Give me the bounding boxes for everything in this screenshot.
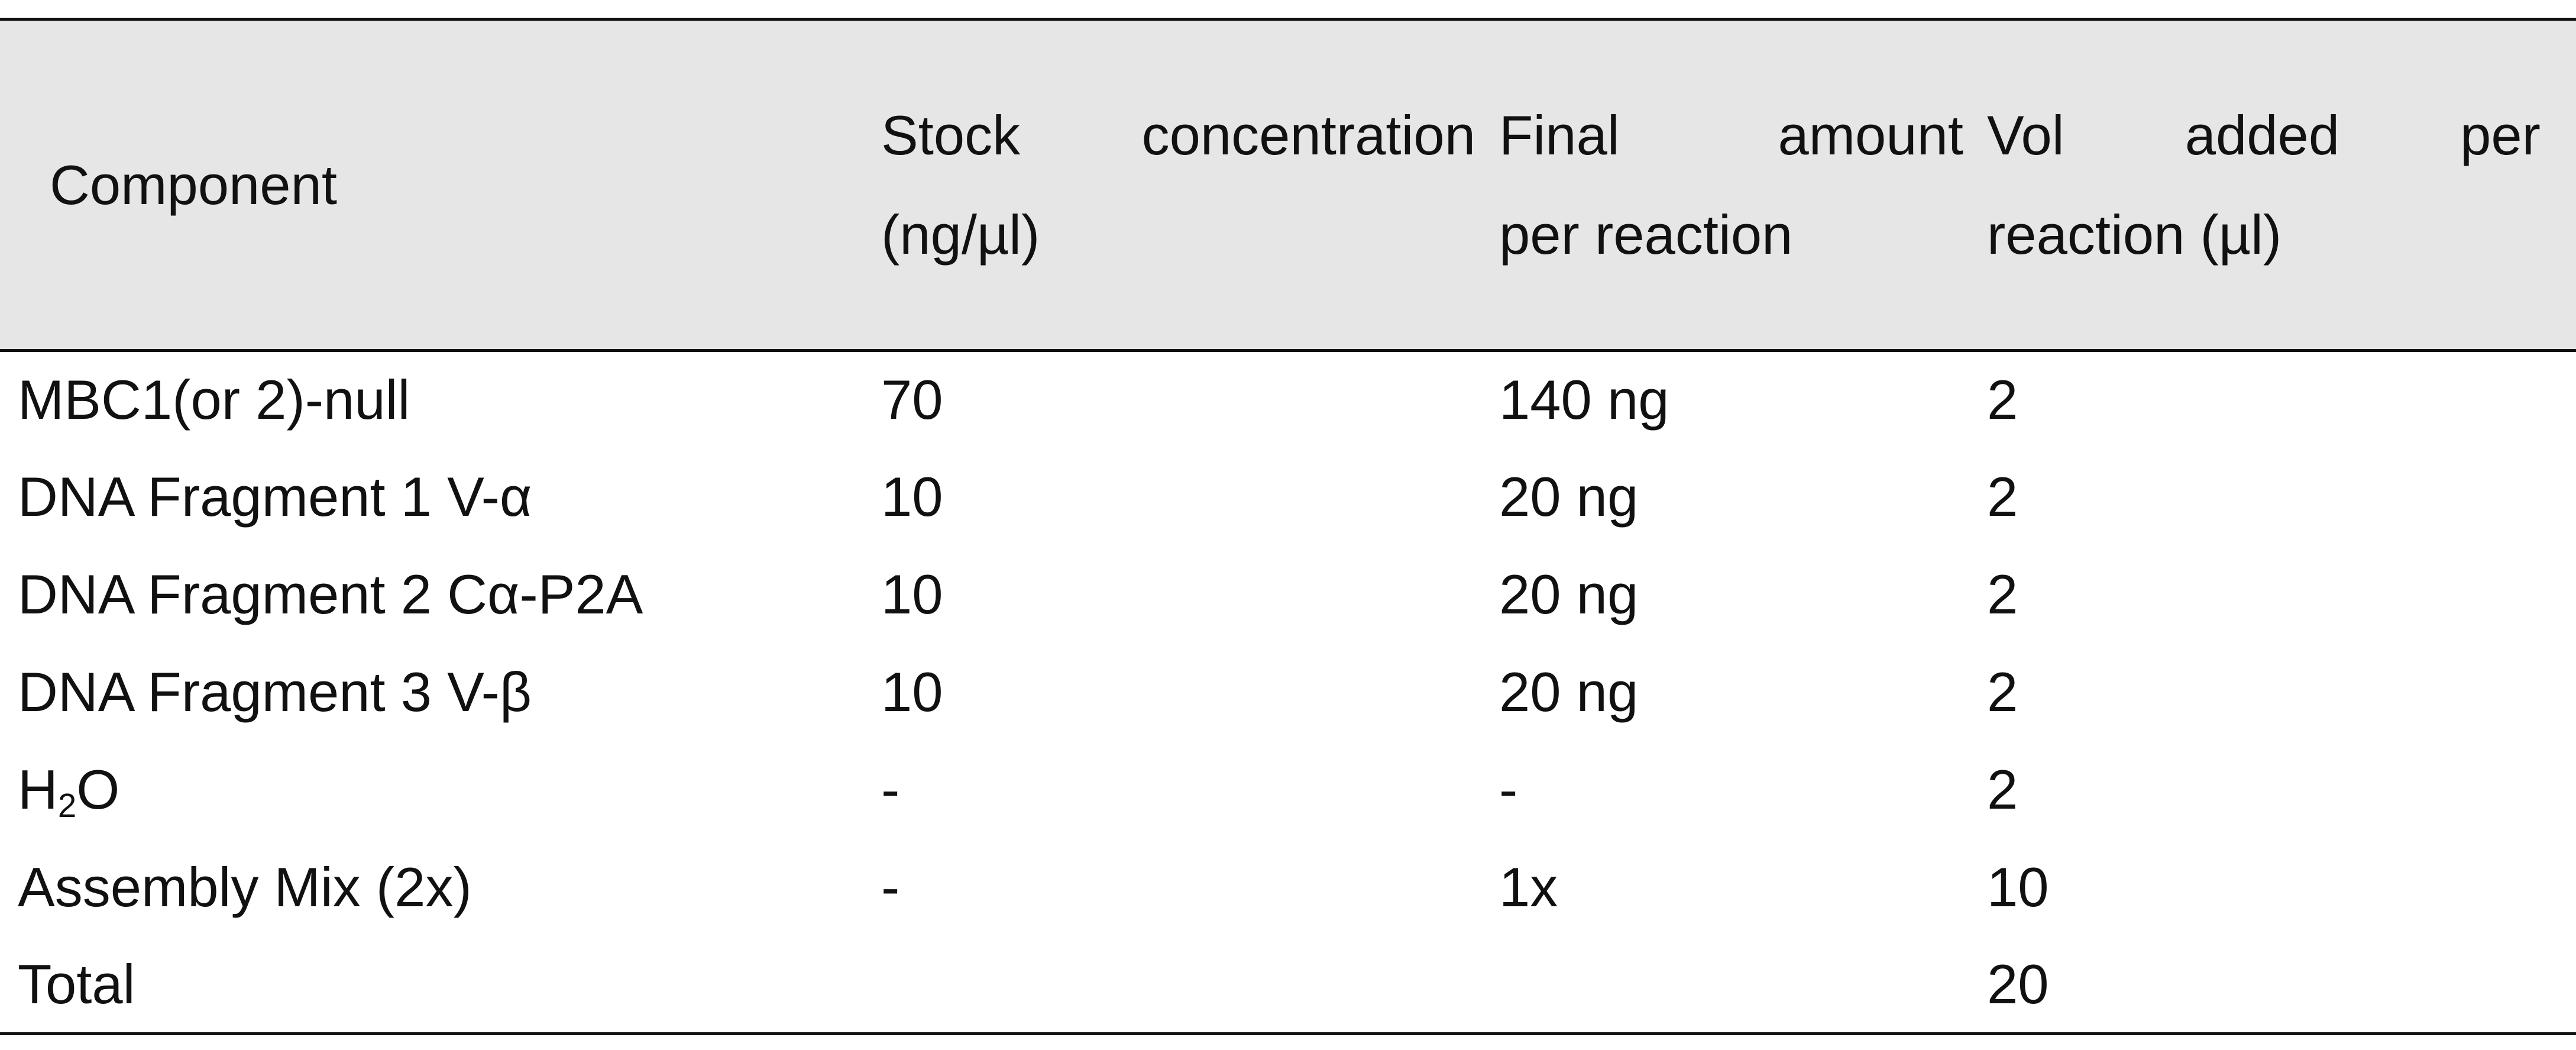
cell-final: -	[1499, 758, 1518, 820]
cell-vol: 2	[1987, 661, 2018, 723]
cell-final: 20 ng	[1499, 563, 1639, 625]
header-vol-word: per	[2460, 104, 2541, 166]
reaction-table-container: Component Stock concentration (ng/µl) Fi…	[0, 18, 2576, 1035]
header-row: Component Stock concentration (ng/µl) Fi…	[0, 19, 2576, 351]
cell-stock: 10	[881, 466, 943, 528]
header-stock-word: concentration	[1141, 104, 1475, 166]
table-row: MBC1(or 2)-null 70 140 ng 2	[0, 351, 2576, 448]
cell-stock: 70	[881, 369, 943, 431]
cell-component: Assembly Mix (2x)	[18, 856, 472, 918]
header-vol-line2: reaction (µl)	[1987, 203, 2282, 266]
cell-vol: 2	[1987, 466, 2018, 528]
header-final-word: amount	[1778, 104, 1963, 166]
table-body: MBC1(or 2)-null 70 140 ng 2 DNA Fragment…	[0, 351, 2576, 1035]
cell-final: 1x	[1499, 856, 1558, 918]
header-vol-line1: Vol added per	[1987, 86, 2576, 185]
table-row: H2O - - 2	[0, 741, 2576, 839]
header-final-word: Final	[1499, 104, 1620, 166]
cell-final	[1499, 936, 1987, 1035]
header-component-label: Component	[50, 153, 337, 216]
header-vol-word: Vol	[1987, 104, 2064, 166]
table-row: Assembly Mix (2x) - 1x 10	[0, 839, 2576, 936]
cell-vol: 10	[1987, 856, 2049, 918]
cell-stock	[881, 936, 1499, 1035]
header-final-line1: Final amount	[1499, 86, 1987, 185]
cell-component: DNA Fragment 1 V-α	[18, 466, 532, 528]
water-subscript: 2	[57, 787, 77, 825]
cell-stock: 10	[881, 661, 943, 723]
cell-stock: -	[881, 856, 900, 918]
cell-final: 20 ng	[1499, 661, 1639, 723]
cell-stock: -	[881, 758, 900, 820]
water-base: H	[18, 758, 58, 820]
cell-final: 20 ng	[1499, 466, 1639, 528]
cell-vol: 20	[1987, 936, 2576, 1035]
header-stock-word: Stock	[881, 104, 1021, 166]
cell-component: DNA Fragment 2 Cα-P2A	[18, 563, 643, 625]
reaction-components-table: Component Stock concentration (ng/µl) Fi…	[0, 18, 2576, 1035]
header-vol-word: added	[2185, 104, 2340, 166]
header-component: Component	[0, 20, 881, 351]
header-final-line2: per reaction	[1499, 203, 1793, 266]
header-stock-line2: (ng/µl)	[881, 203, 1040, 266]
table-header: Component Stock concentration (ng/µl) Fi…	[0, 19, 2576, 351]
header-vol-added: Vol added per reaction (µl)	[1987, 20, 2576, 351]
header-stock-concentration: Stock concentration (ng/µl)	[881, 20, 1499, 351]
cell-component: H2O	[0, 741, 881, 839]
table-row: Total 20	[0, 936, 2576, 1035]
header-final-amount: Final amount per reaction	[1499, 20, 1987, 351]
cell-component: DNA Fragment 3 V-β	[18, 661, 532, 723]
header-stock-line1: Stock concentration	[881, 86, 1499, 185]
table-row: DNA Fragment 1 V-α 10 20 ng 2	[0, 448, 2576, 546]
table-row: DNA Fragment 2 Cα-P2A 10 20 ng 2	[0, 546, 2576, 644]
table-row: DNA Fragment 3 V-β 10 20 ng 2	[0, 644, 2576, 741]
cell-vol: 2	[1987, 758, 2018, 820]
cell-component: MBC1(or 2)-null	[18, 369, 410, 431]
cell-component: Total	[0, 936, 881, 1035]
cell-stock: 10	[881, 563, 943, 625]
water-tail: O	[76, 758, 120, 820]
cell-vol: 2	[1987, 369, 2018, 431]
cell-vol: 2	[1987, 563, 2018, 625]
cell-final: 140 ng	[1499, 369, 1669, 431]
